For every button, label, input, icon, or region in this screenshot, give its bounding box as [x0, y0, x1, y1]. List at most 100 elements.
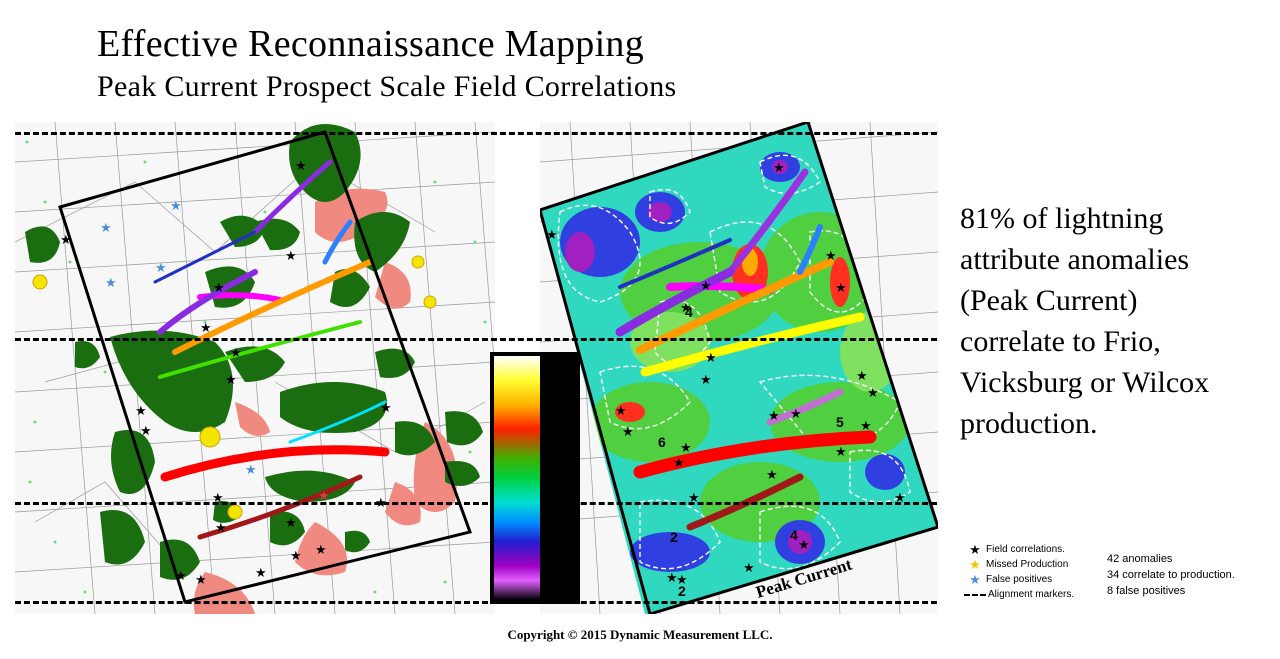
svg-text:★: ★ [225, 373, 237, 388]
anomaly-number: 6 [658, 434, 666, 450]
stats-line: 8 false positives [1107, 585, 1186, 597]
svg-text:★: ★ [195, 573, 207, 588]
svg-text:★: ★ [676, 573, 688, 588]
fault-trends [153, 159, 390, 540]
summary-line: Vicksburg or Wilcox [960, 366, 1210, 399]
svg-text:★: ★ [318, 489, 330, 504]
svg-text:★: ★ [688, 491, 700, 506]
legend-label: Alignment markers. [988, 589, 1075, 600]
summary-line: attribute anomalies [960, 243, 1190, 276]
svg-text:★: ★ [766, 468, 778, 483]
svg-text:★: ★ [295, 159, 307, 174]
svg-text:★: ★ [315, 543, 327, 558]
svg-text:★: ★ [290, 549, 302, 564]
svg-text:★: ★ [856, 369, 868, 384]
svg-text:★: ★ [105, 276, 117, 291]
anomaly-stats: 42 anomalies 34 correlate to production.… [1107, 551, 1235, 599]
page-subtitle: Peak Current Prospect Scale Field Correl… [97, 70, 677, 103]
svg-text:★: ★ [622, 425, 634, 440]
star-icon: ★ [969, 541, 981, 557]
svg-text:★: ★ [867, 386, 879, 401]
color-scale-bar [490, 352, 580, 604]
summary-line: 81% of lightning [960, 202, 1164, 235]
svg-text:★: ★ [680, 441, 692, 456]
copyright-notice: Copyright © 2015 Dynamic Measurement LLC… [507, 627, 773, 642]
left-anomaly-map: ★ ★ ★ ★ ★ ★ ★ ★ ★ ★ ★ ★ ★ ★ ★ ★ ★ ★ ★ ★ ★ ★ ★ ★ ★ [15, 122, 495, 614]
svg-text:★: ★ [835, 445, 847, 460]
map-legend: ★ Field correlations. ★ Missed Productio… [964, 542, 1074, 602]
svg-text:★: ★ [245, 463, 257, 478]
field-correlation-stars-right: ★★★★ ★★★★ ★★★★ ★ ★★★ ★★★★ ★★★★ ★ [546, 161, 906, 588]
stats-line: 34 correlate to production. [1107, 569, 1235, 581]
svg-text:★: ★ [680, 301, 692, 316]
svg-text:★: ★ [673, 456, 685, 471]
svg-text:★: ★ [255, 566, 267, 581]
svg-text:★: ★ [546, 228, 558, 243]
svg-text:★: ★ [700, 279, 712, 294]
svg-text:★: ★ [155, 261, 167, 276]
page-title: Effective Reconnaissance Mapping [97, 23, 645, 65]
svg-text:★: ★ [230, 346, 242, 361]
svg-text:★: ★ [835, 281, 847, 296]
svg-text:★: ★ [773, 161, 785, 176]
stats-line: 42 anomalies [1107, 553, 1173, 565]
right-map-graphic: ★★★★ ★★★★ ★★★★ ★ ★★★ ★★★★ ★★★★ ★ 4 5 6 2 … [540, 122, 938, 614]
svg-text:★: ★ [213, 281, 225, 296]
svg-text:★: ★ [170, 199, 182, 214]
svg-text:★: ★ [615, 404, 627, 419]
peak-current-surface [540, 122, 938, 614]
svg-text:★: ★ [212, 491, 224, 506]
svg-text:★: ★ [380, 401, 392, 416]
alignment-marker-line [15, 601, 937, 604]
legend-item: ★ False positives [964, 572, 1074, 587]
legend-item: ★ Field correlations. [964, 542, 1074, 557]
legend-label: Missed Production [986, 559, 1069, 570]
svg-text:★: ★ [700, 373, 712, 388]
svg-text:★: ★ [798, 538, 810, 553]
svg-text:★: ★ [100, 221, 112, 236]
svg-text:★: ★ [135, 404, 147, 419]
svg-text:★: ★ [215, 521, 227, 536]
anomaly-numbers: 4 5 6 2 4 2 [658, 304, 844, 599]
svg-text:★: ★ [200, 321, 212, 336]
svg-text:★: ★ [60, 233, 72, 248]
anomaly-number: 2 [678, 583, 686, 599]
field-correlation-stars: ★ ★ ★ ★ ★ ★ ★ ★ ★ ★ ★ ★ ★ ★ ★ ★ ★ ★ ★ [60, 159, 392, 588]
anomaly-number: 4 [685, 304, 693, 320]
svg-text:★: ★ [666, 571, 678, 586]
summary-line: (Peak Current) [960, 284, 1138, 317]
legend-label: False positives [986, 574, 1053, 585]
anomaly-number: 2 [670, 529, 678, 545]
summary-text: 81% of lightning attribute anomalies (Pe… [960, 198, 1260, 444]
svg-text:★: ★ [140, 424, 152, 439]
svg-text:★: ★ [705, 351, 717, 366]
right-peak-current-map: ★ ★ ★ ★ ★ ★ ★ ★ ★ ★ ★ ★ ★ ★ ★ ★ ★ ★ ★ ★ ★ ★ ★ ★ ★ 4 5 6 2 … [540, 122, 938, 614]
alignment-marker-line [15, 338, 937, 341]
summary-line: correlate to Frio, [960, 325, 1161, 358]
star-icon: ★ [969, 556, 981, 572]
legend-label: Field correlations. [986, 544, 1065, 555]
svg-text:★: ★ [743, 561, 755, 576]
dash-line-icon [964, 593, 986, 596]
missed-zones [32, 255, 437, 520]
svg-text:★: ★ [175, 569, 187, 584]
legend-item: ★ Missed Production [964, 557, 1074, 572]
svg-text:★: ★ [768, 409, 780, 424]
svg-text:★: ★ [790, 407, 802, 422]
anomaly-number: 4 [790, 527, 798, 543]
false-positive-stars: ★ ★ ★ ★ ★ ★ [100, 199, 330, 504]
survey-boundary-right [540, 122, 938, 614]
svg-text:★: ★ [894, 491, 906, 506]
summary-line: production. [960, 407, 1098, 440]
svg-text:★: ★ [285, 249, 297, 264]
star-icon: ★ [969, 571, 981, 587]
color-scale-gradient [494, 356, 540, 600]
alignment-marker-line [15, 502, 937, 505]
svg-text:★: ★ [860, 419, 872, 434]
svg-text:★: ★ [825, 249, 837, 264]
legend-item: Alignment markers. [964, 587, 1074, 602]
survey-boundary [58, 130, 472, 604]
svg-text:★: ★ [285, 516, 297, 531]
alignment-marker-line [15, 132, 937, 135]
anomaly-number: 5 [836, 414, 844, 430]
